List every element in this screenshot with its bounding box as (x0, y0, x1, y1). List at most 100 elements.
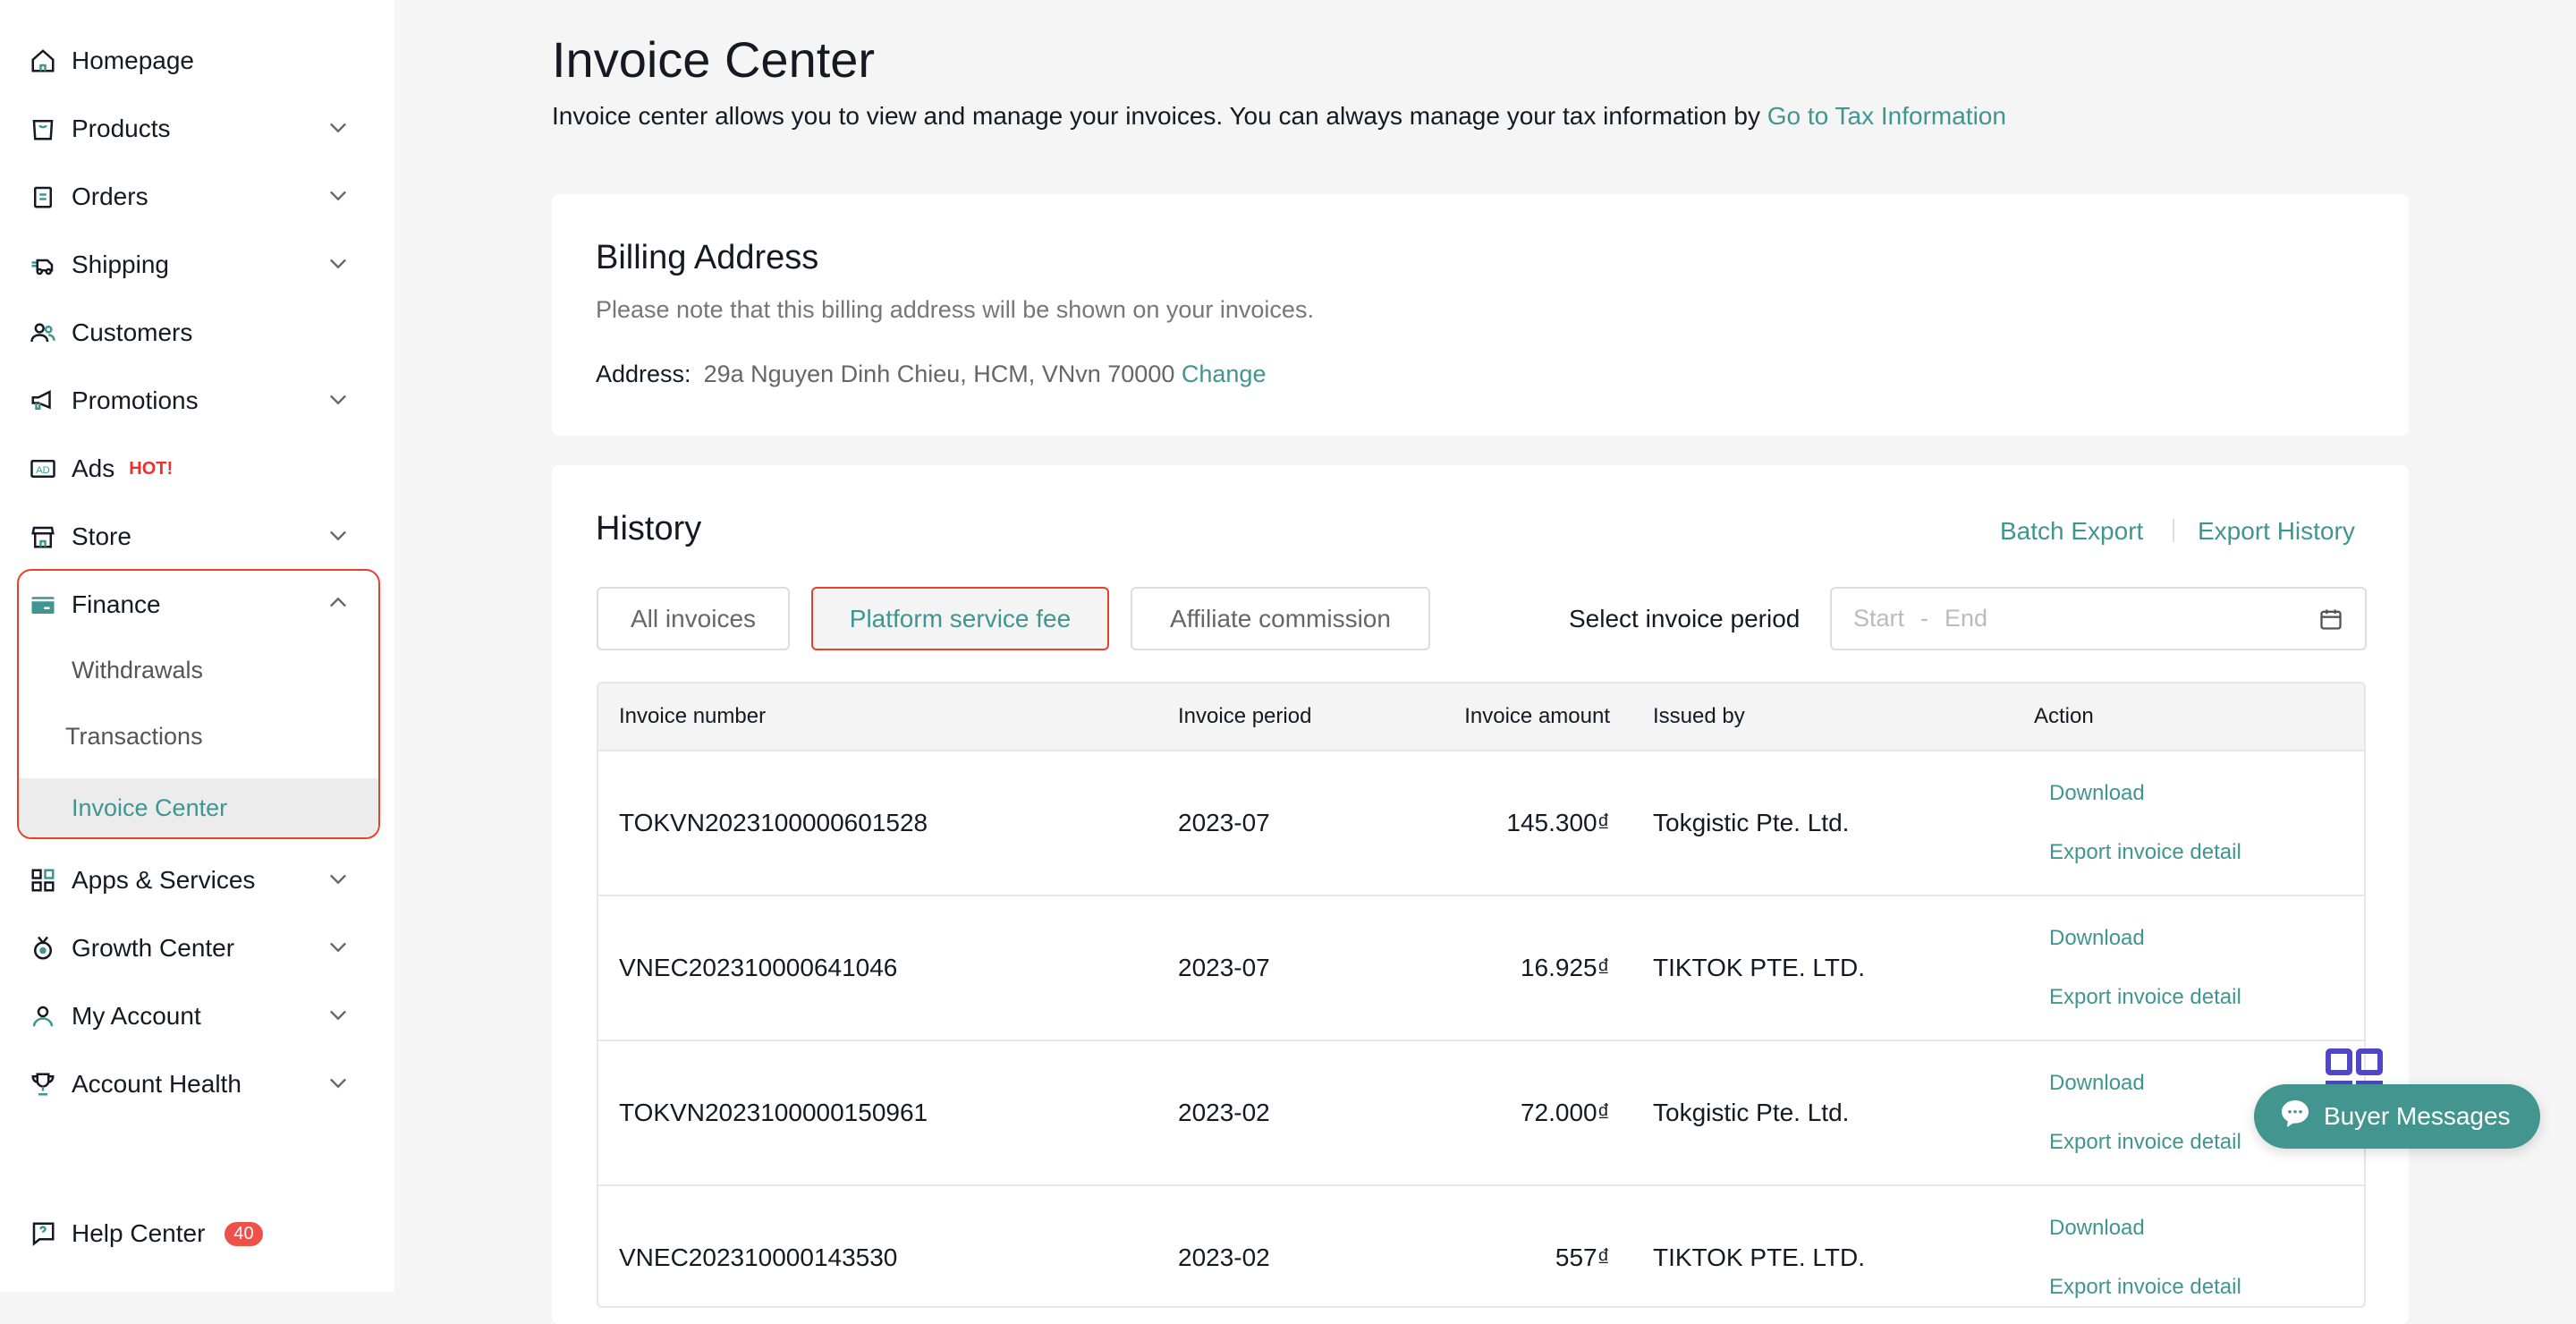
qr-grid-icon[interactable] (2326, 1048, 2383, 1090)
calendar-icon (2318, 607, 2343, 638)
sidebar-sub-invoice-center[interactable]: Invoice Center (72, 794, 228, 821)
table-row: TOKVN2023100000150961 2023-02 72.000₫ Tokgi… (598, 1040, 2364, 1184)
period-label: Select invoice period (1569, 605, 1801, 632)
billing-card: Billing Address Please note that this bi… (552, 194, 2409, 436)
sidebar-item-help-center[interactable]: Help Center 40 (29, 1205, 369, 1262)
tab-platform-service-fee[interactable]: Platform service fee (811, 587, 1109, 650)
users-icon (29, 318, 57, 347)
sidebar-item-finance[interactable]: Finance (29, 576, 369, 633)
sidebar-item-label: Orders (72, 182, 148, 210)
export-invoice-detail-link[interactable]: Export invoice detail (2049, 985, 2241, 1009)
sidebar-item-label: Account Health (72, 1070, 242, 1098)
bag-icon (29, 115, 57, 143)
apps-icon (29, 866, 57, 895)
sidebar-sub-withdrawals[interactable]: Withdrawals (72, 657, 204, 683)
sidebar-item-apps-services[interactable]: Apps & Services (29, 852, 369, 909)
export-history-link[interactable]: Export History (2198, 517, 2355, 545)
download-link[interactable]: Download (2049, 926, 2145, 950)
chevron-down-icon[interactable] (326, 182, 351, 214)
sidebar-item-label: Homepage (72, 47, 194, 74)
invoice-amount: 557₫ (1555, 1243, 1610, 1271)
sidebar-item-promotions[interactable]: Promotions (29, 372, 369, 429)
chat-bubble-icon (2279, 1098, 2311, 1136)
invoice-amount: 145.300₫ (1506, 809, 1610, 836)
chevron-down-icon[interactable] (326, 934, 351, 965)
tab-affiliate-commission[interactable]: Affiliate commission (1131, 587, 1430, 650)
svg-text:AD: AD (36, 465, 50, 476)
invoice-number: VNEC202310000641046 (619, 954, 898, 981)
history-title: History (596, 510, 702, 547)
sidebar-item-store[interactable]: Store (29, 508, 369, 565)
chevron-up-icon[interactable] (326, 590, 351, 622)
invoice-period: 2023-02 (1178, 1099, 1270, 1126)
chevron-down-icon[interactable] (326, 1002, 351, 1033)
truck-icon (29, 250, 57, 279)
clipboard-icon (29, 182, 57, 211)
invoice-amount: 72.000₫ (1520, 1099, 1610, 1126)
invoice-period: 2023-02 (1178, 1243, 1270, 1271)
sidebar-item-products[interactable]: Products (29, 100, 369, 157)
sidebar-item-orders[interactable]: Orders (29, 168, 369, 225)
sidebar: Homepage Products Orders Shipping Customers P… (0, 0, 394, 1292)
chevron-down-icon[interactable] (326, 250, 351, 282)
invoice-number: TOKVN2023100000601528 (619, 809, 928, 836)
card-icon (29, 590, 57, 619)
sidebar-item-homepage[interactable]: Homepage (29, 32, 369, 89)
sidebar-item-label: My Account (72, 1002, 201, 1030)
buyer-messages-button[interactable]: Buyer Messages (2254, 1084, 2540, 1149)
invoice-amount: 16.925₫ (1520, 954, 1610, 981)
sidebar-item-label: Shipping (72, 250, 169, 278)
download-link[interactable]: Download (2049, 1071, 2145, 1095)
billing-title: Billing Address (596, 239, 819, 276)
col-action: Action (2034, 704, 2094, 728)
export-invoice-detail-link[interactable]: Export invoice detail (2049, 1275, 2241, 1299)
sidebar-sub-transactions[interactable]: Transactions (65, 723, 203, 750)
chevron-down-icon[interactable] (326, 1070, 351, 1101)
ad-icon: AD (29, 454, 57, 483)
buyer-messages-label: Buyer Messages (2324, 1102, 2511, 1130)
end-placeholder: End (1945, 605, 1988, 632)
export-invoice-detail-link[interactable]: Export invoice detail (2049, 1130, 2241, 1154)
chevron-down-icon[interactable] (326, 866, 351, 897)
active-item-bg (19, 778, 378, 837)
download-link[interactable]: Download (2049, 781, 2145, 805)
help-center-label: Help Center (72, 1219, 206, 1247)
user-icon (29, 1002, 57, 1031)
chevron-down-icon[interactable] (326, 522, 351, 554)
address-label: Address: (596, 361, 691, 387)
sidebar-item-label: Ads (72, 454, 115, 482)
batch-export-link[interactable]: Batch Export (2000, 517, 2144, 545)
tax-info-link[interactable]: Go to Tax Information (1767, 102, 2006, 130)
download-link[interactable]: Download (2049, 1216, 2145, 1240)
sidebar-item-shipping[interactable]: Shipping (29, 236, 369, 293)
change-address-link[interactable]: Change (1181, 361, 1267, 387)
start-placeholder: Start (1853, 605, 1905, 632)
col-invoice-number: Invoice number (619, 704, 767, 728)
megaphone-icon (29, 386, 57, 415)
issued-by: TIKTOK PTE. LTD. (1653, 954, 1866, 981)
invoice-number: VNEC202310000143530 (619, 1243, 898, 1271)
divider (2173, 519, 2174, 542)
sidebar-item-label: Finance (72, 590, 161, 618)
hot-badge: HOT! (129, 458, 174, 479)
chevron-down-icon[interactable] (326, 115, 351, 146)
address-value: 29a Nguyen Dinh Chieu, HCM, VNvn 70000 (703, 361, 1175, 387)
table-row: VNEC202310000641046 2023-07 16.925₫ TIKTOK … (598, 895, 2364, 1040)
sidebar-item-my-account[interactable]: My Account (29, 988, 369, 1045)
invoice-period-picker[interactable]: Start - End (1830, 587, 2367, 650)
chevron-down-icon[interactable] (326, 386, 351, 418)
description-text: Invoice center allows you to view and ma… (552, 102, 1767, 130)
sidebar-item-account-health[interactable]: Account Health (29, 1056, 369, 1113)
sidebar-item-customers[interactable]: Customers (29, 304, 369, 361)
sidebar-item-label: Store (72, 522, 131, 550)
help-badge: 40 (225, 1221, 263, 1246)
sidebar-item-ads[interactable]: AD Ads HOT! (29, 440, 369, 497)
sidebar-item-growth-center[interactable]: Growth Center (29, 920, 369, 977)
sidebar-item-label: Promotions (72, 386, 199, 414)
export-invoice-detail-link[interactable]: Export invoice detail (2049, 840, 2241, 864)
page-title: Invoice Center (552, 31, 876, 88)
sidebar-item-label: Growth Center (72, 934, 235, 962)
sidebar-item-label: Customers (72, 318, 193, 346)
tab-all-invoices[interactable]: All invoices (597, 587, 790, 650)
issued-by: Tokgistic Pte. Ltd. (1653, 809, 1850, 836)
